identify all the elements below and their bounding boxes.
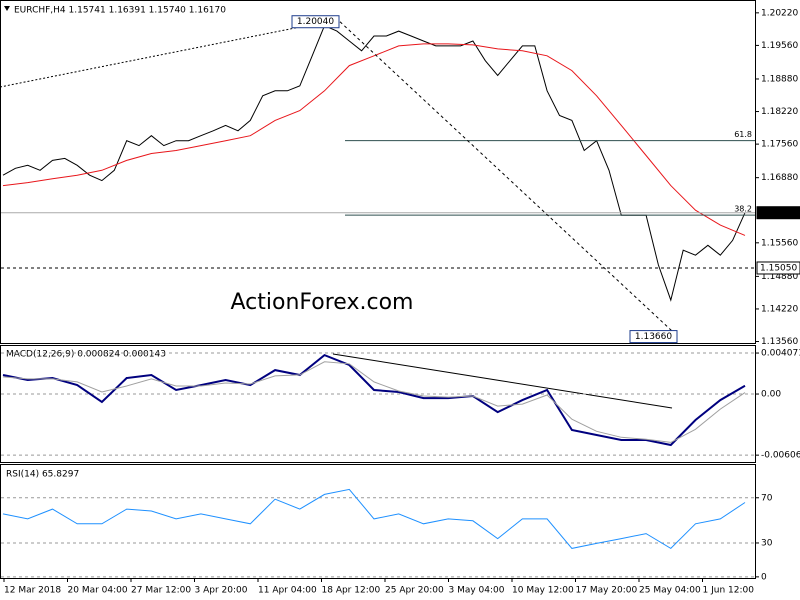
y-tick-label: 1.19560: [761, 41, 798, 51]
y-tick-label: -0.006069: [761, 451, 800, 461]
y-tick-label: 1.15560: [761, 238, 798, 248]
y-tick-label: 1.14220: [761, 304, 798, 314]
level-label: 1.15050: [760, 263, 797, 273]
fib-label: 38.2: [734, 205, 752, 214]
level-box: [756, 261, 800, 275]
y-tick-label: 1.18880: [761, 74, 798, 84]
series-line: [2, 361, 746, 443]
x-tick-label: 12 Mar 2018: [4, 586, 61, 596]
y-tick-label: 1.14880: [761, 272, 798, 282]
series-line: [2, 25, 746, 302]
series-line: [2, 488, 746, 550]
macd-trendline: [332, 353, 673, 409]
y-tick-label: 1.16880: [761, 173, 798, 183]
level-box: [756, 206, 800, 220]
y-tick-label: 0: [761, 572, 767, 582]
trend-ma: [0, 19, 336, 88]
x-tick-label: 3 Apr 20:00: [195, 586, 248, 596]
y-tick-label: 0.004071: [761, 349, 800, 359]
price-title: EURCHF,H4 1.15741 1.16391 1.15740 1.1617…: [14, 6, 226, 16]
fib-label: 61.8: [734, 130, 752, 139]
x-tick-label: 20 Mar 04:00: [68, 586, 128, 596]
x-tick-label: 11 Apr 04:00: [258, 586, 317, 596]
y-tick-label: 1.13560: [761, 337, 798, 347]
annotation-box: [629, 330, 678, 344]
y-tick-label: 0.00: [761, 390, 781, 400]
y-tick-label: 70: [761, 493, 773, 503]
x-tick-label: 3 May 04:00: [449, 586, 505, 596]
y-tick-label: 1.17560: [761, 140, 798, 150]
x-tick-label: 25 Apr 20:00: [385, 586, 444, 596]
y-tick-label: 30: [761, 538, 773, 548]
title-arrow: [4, 6, 10, 11]
macd-title: MACD(12,26,9) 0.000824 0.000143: [6, 350, 166, 360]
x-tick-label: 25 May 04:00: [639, 586, 701, 596]
annotation-box: [291, 15, 340, 29]
x-tick-label: 18 Apr 12:00: [322, 586, 381, 596]
x-tick-label: 10 May 12:00: [512, 586, 574, 596]
x-tick-label: 1 Jun 12:00: [703, 586, 755, 596]
fib-diagonal: [339, 21, 679, 337]
level-label: 1.16170: [760, 208, 797, 218]
macd-panel: [0, 345, 756, 463]
rsi-title: RSI(14) 65.8297: [6, 470, 79, 480]
x-tick-label: 27 Mar 12:00: [131, 586, 191, 596]
x-tick-label: 17 May 20:00: [576, 586, 638, 596]
annotation-label: 1.13660: [635, 332, 672, 342]
price-panel: [0, 0, 756, 344]
series-line: [2, 353, 746, 447]
series-line: [2, 43, 746, 236]
rsi-panel: [0, 464, 756, 579]
y-tick-label: 1.20220: [761, 8, 798, 18]
y-tick-label: 1.18220: [761, 107, 798, 117]
annotation-label: 1.20040: [297, 17, 334, 27]
watermark: ActionForex.com: [231, 290, 414, 315]
